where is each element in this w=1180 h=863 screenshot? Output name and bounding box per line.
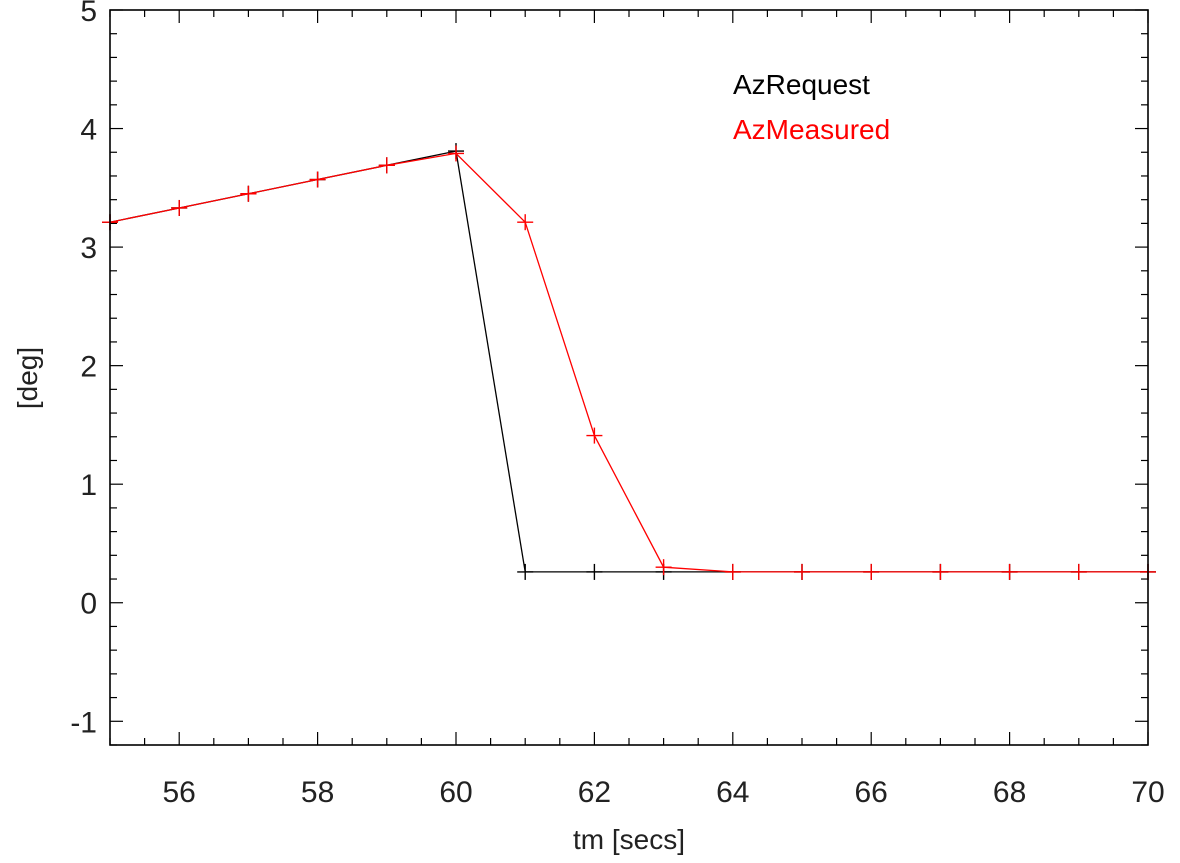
y-tick-label: 4 xyxy=(80,114,97,147)
series-line xyxy=(109,150,1148,573)
data-point xyxy=(655,559,672,576)
data-point xyxy=(309,171,326,188)
legend-entry-azmeasured: AzMeasured xyxy=(733,114,890,145)
data-point xyxy=(1001,563,1018,580)
x-tick-label: 66 xyxy=(855,776,888,809)
data-point xyxy=(932,563,949,580)
x-tick-label: 70 xyxy=(1131,776,1164,809)
series-azrequest xyxy=(102,143,1156,580)
data-point xyxy=(863,563,880,580)
data-point xyxy=(586,563,603,580)
x-tick-label: 56 xyxy=(163,776,196,809)
data-point xyxy=(378,157,395,174)
data-point xyxy=(448,145,464,162)
axis-ticks xyxy=(109,9,1149,746)
x-tick-label: 62 xyxy=(578,776,611,809)
y-tick-label: -1 xyxy=(70,706,97,739)
data-point xyxy=(586,427,603,444)
series-azmeasured xyxy=(102,145,1156,580)
data-point xyxy=(517,214,534,231)
series-layer xyxy=(102,143,1156,580)
data-point xyxy=(1070,563,1087,580)
x-tick-label: 68 xyxy=(993,776,1026,809)
x-tick-label: 58 xyxy=(301,776,334,809)
data-point xyxy=(724,563,741,580)
legend: AzRequest AzMeasured xyxy=(733,69,890,145)
data-point xyxy=(240,185,257,202)
y-tick-label: 5 xyxy=(80,0,97,28)
y-tick-label: 2 xyxy=(80,351,97,384)
series-line xyxy=(109,152,1148,573)
data-point xyxy=(794,563,810,580)
plot-frame xyxy=(109,9,1149,746)
data-point xyxy=(517,563,534,580)
y-tick-label: 1 xyxy=(80,469,97,502)
y-tick-label: 3 xyxy=(80,232,97,265)
legend-entry-azrequest: AzRequest xyxy=(733,69,870,100)
data-point xyxy=(171,199,188,216)
y-tick-label: 0 xyxy=(80,588,97,621)
x-axis-title: tm [secs] xyxy=(573,824,685,855)
y-axis-title: [deg] xyxy=(12,347,43,409)
x-tick-label: 60 xyxy=(439,776,472,809)
tick-labels: 56 58 60 62 64 66 68 70 -1 0 1 2 3 4 5 xyxy=(70,0,1164,809)
x-tick-label: 64 xyxy=(716,776,749,809)
